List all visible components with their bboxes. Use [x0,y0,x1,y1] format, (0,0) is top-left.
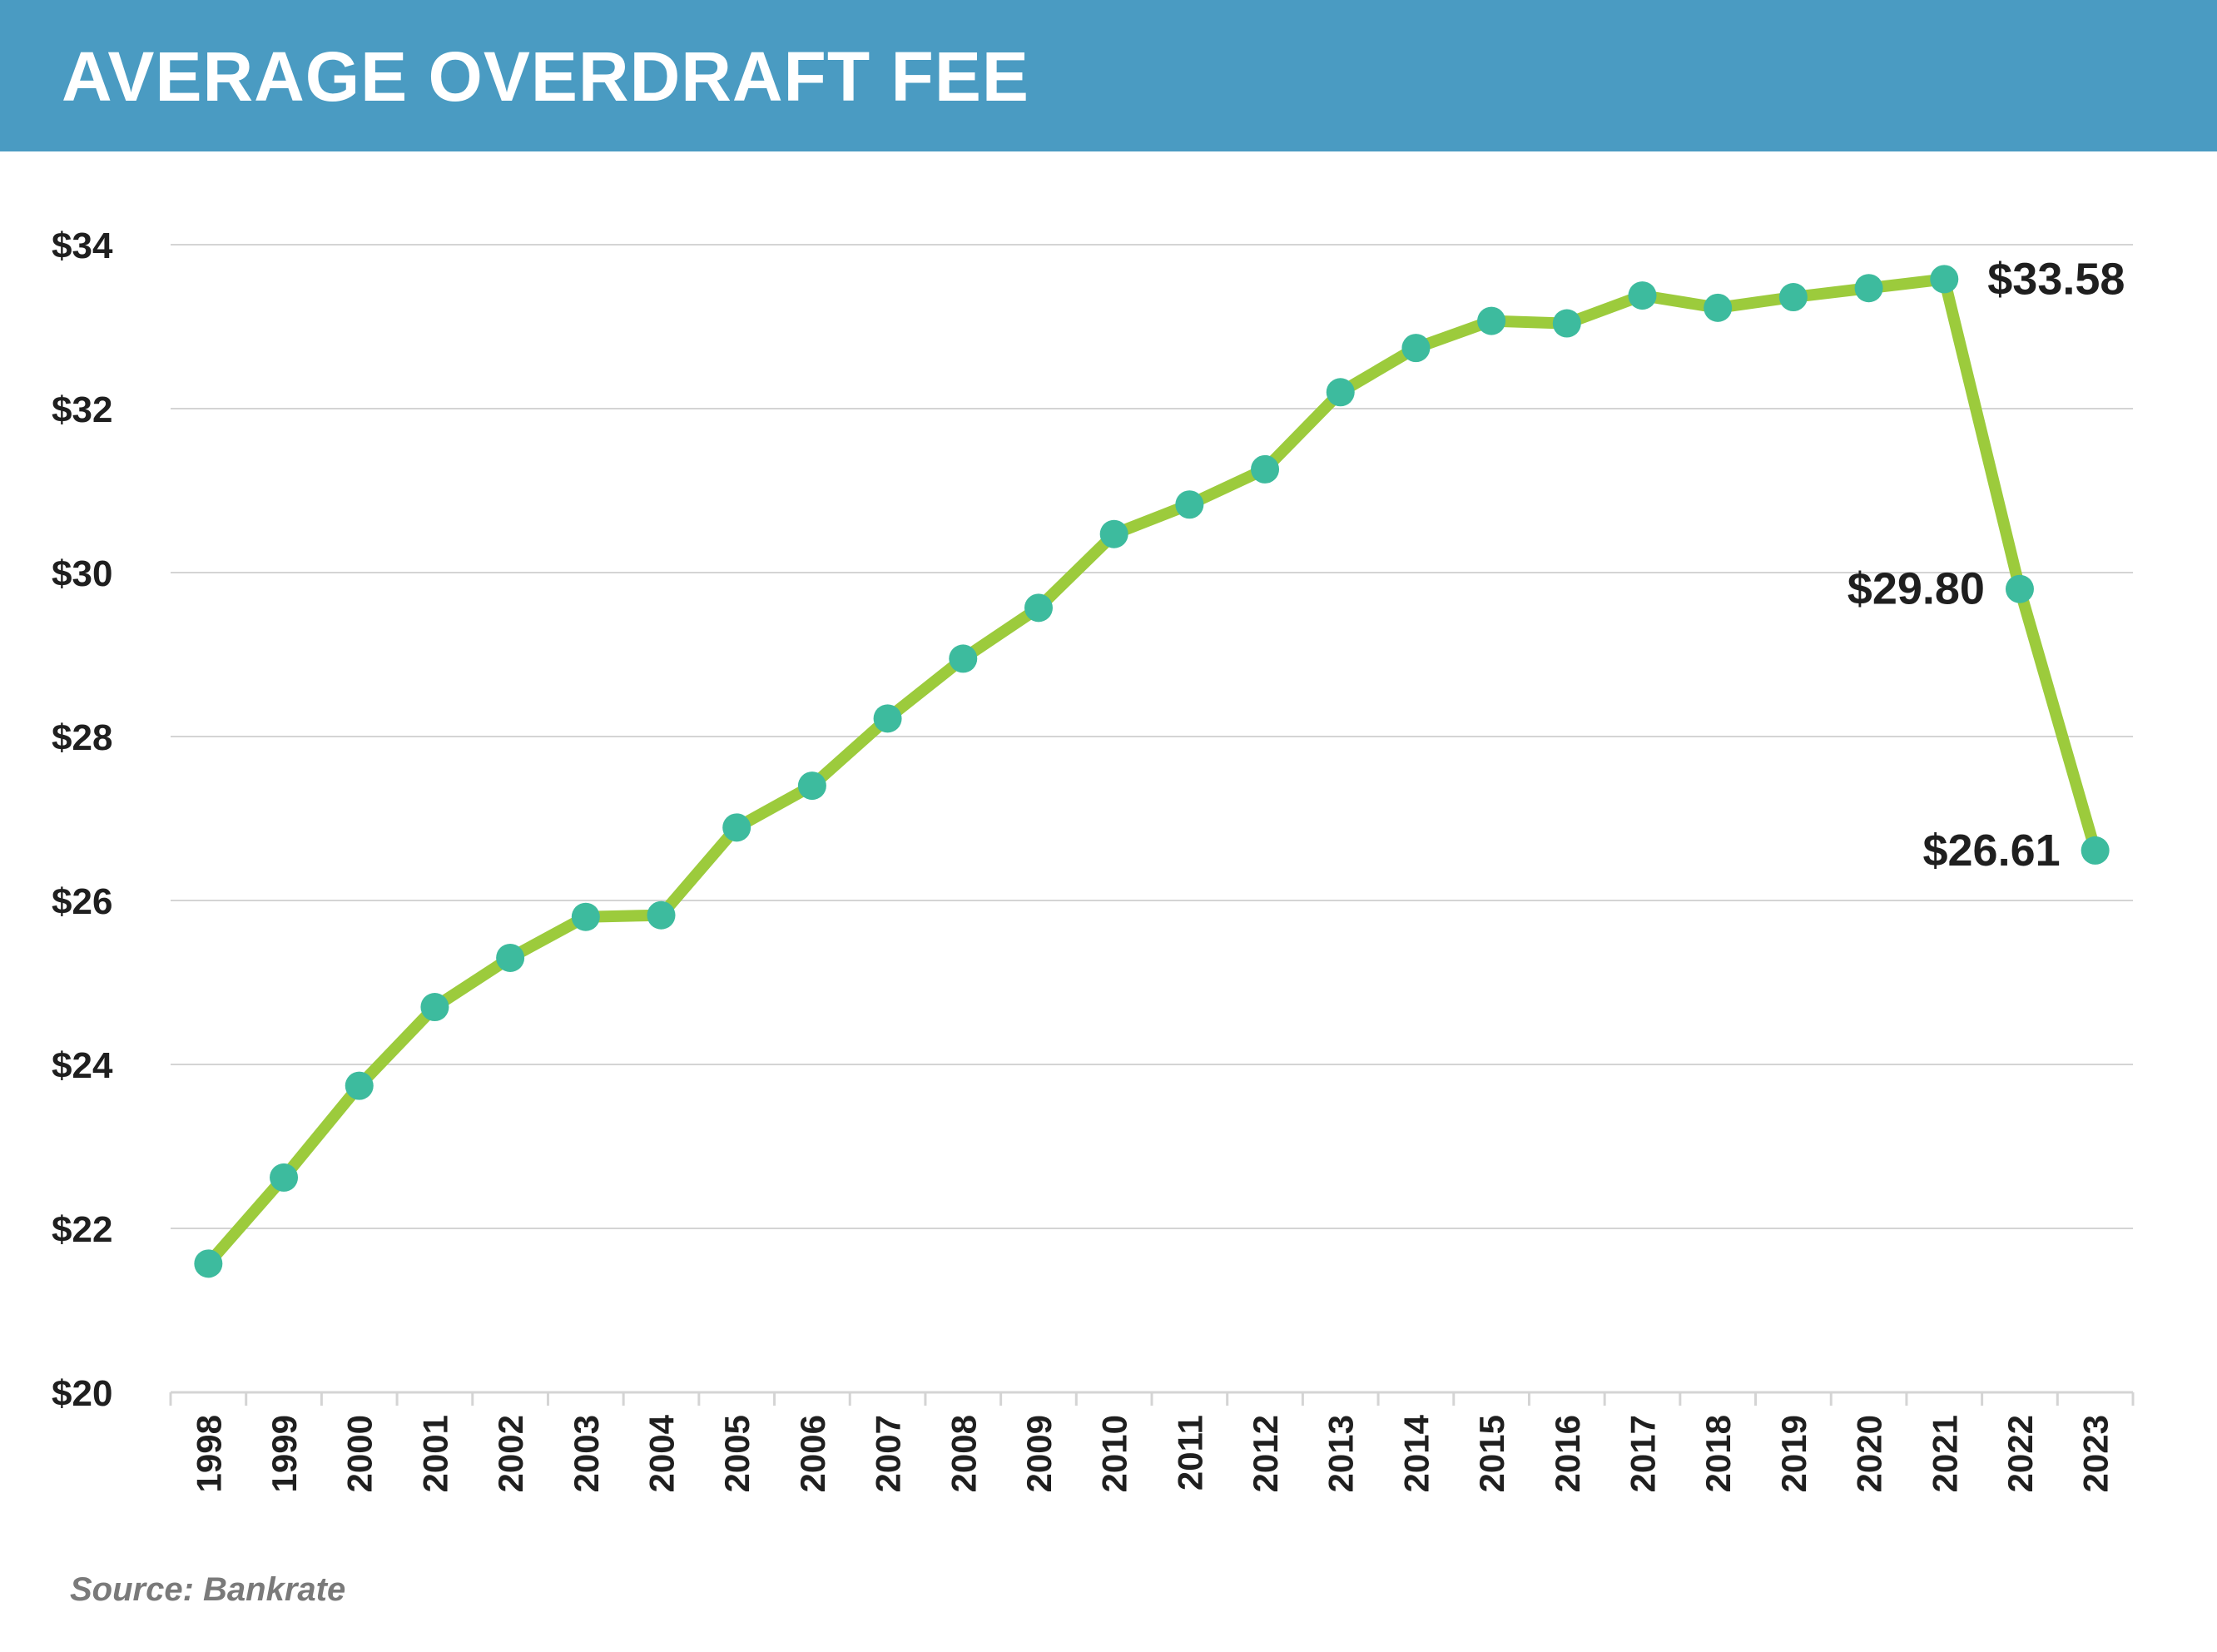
data-point [1024,593,1053,623]
y-tick-label: $32 [52,389,112,430]
x-tick-label: 1998 [189,1415,228,1492]
source-note: Source: Bankrate [70,1571,346,1608]
x-tick-label: 2017 [1624,1415,1663,1492]
y-tick-label: $34 [52,226,113,266]
chart-header: AVERAGE OVERDRAFT FEE [0,0,2217,151]
data-point [1854,274,1883,303]
data-point [420,993,449,1022]
data-point [2081,836,2110,865]
x-tick-label: 1999 [265,1415,304,1492]
data-point [270,1163,299,1192]
x-tick-label: 2008 [944,1415,983,1492]
data-point [647,900,676,930]
data-point [1704,293,1733,322]
x-tick-label: 2022 [2001,1415,2040,1492]
data-point [1099,519,1128,548]
x-tick-label: 2004 [642,1414,682,1492]
data-point [797,771,826,801]
x-tick-label: 2003 [567,1415,606,1492]
data-point [571,902,600,931]
x-tick-label: 2018 [1699,1415,1738,1492]
data-point [1251,454,1280,484]
data-point [949,644,978,673]
data-point [722,813,751,842]
series-line [202,273,2101,1270]
x-tick-label: 2011 [1170,1415,1209,1491]
x-tick-label: 2005 [717,1415,756,1492]
chart-title: AVERAGE OVERDRAFT FEE [62,37,1029,116]
x-tick-label: 2006 [793,1415,832,1492]
data-point [194,1249,223,1278]
data-point [1326,378,1355,407]
x-tick-label: 2001 [415,1415,454,1492]
data-point [2005,574,2034,603]
x-tick-label: 2009 [1019,1415,1059,1492]
x-tick-label: 2020 [1850,1415,1889,1492]
y-tick-label: $26 [52,881,112,922]
y-tick-label: $20 [52,1373,112,1414]
x-tick-label: 2002 [491,1415,530,1492]
y-tick-label: $22 [52,1209,112,1250]
data-point [1401,334,1431,363]
y-tick-label: $30 [52,553,112,594]
data-point [1552,309,1581,338]
data-label: $33.58 [1987,254,2125,304]
x-tick-label: 2019 [1774,1415,1813,1492]
data-label: $26.61 [1922,826,2060,876]
data-point [1930,265,1959,294]
x-tick-label: 2016 [1548,1415,1587,1492]
data-point [1477,306,1506,335]
data-point [345,1071,374,1100]
x-tick-label: 2023 [2076,1415,2115,1492]
data-label: $29.80 [1848,564,1985,614]
x-tick-label: 2007 [869,1415,908,1492]
x-tick-label: 2021 [1925,1415,1964,1492]
x-tick-label: 2000 [340,1415,379,1492]
y-tick-label: $28 [52,717,112,758]
x-tick-label: 2015 [1472,1415,1511,1492]
data-point [1778,283,1808,312]
x-tick-label: 2012 [1246,1415,1285,1492]
x-tick-label: 2010 [1095,1415,1134,1492]
data-point [873,704,902,733]
x-tick-label: 2013 [1322,1415,1361,1492]
data-point [1628,281,1657,310]
y-tick-label: $24 [52,1045,113,1086]
data-point [496,943,525,972]
x-tick-label: 2014 [1396,1414,1436,1492]
data-point [1175,490,1204,519]
